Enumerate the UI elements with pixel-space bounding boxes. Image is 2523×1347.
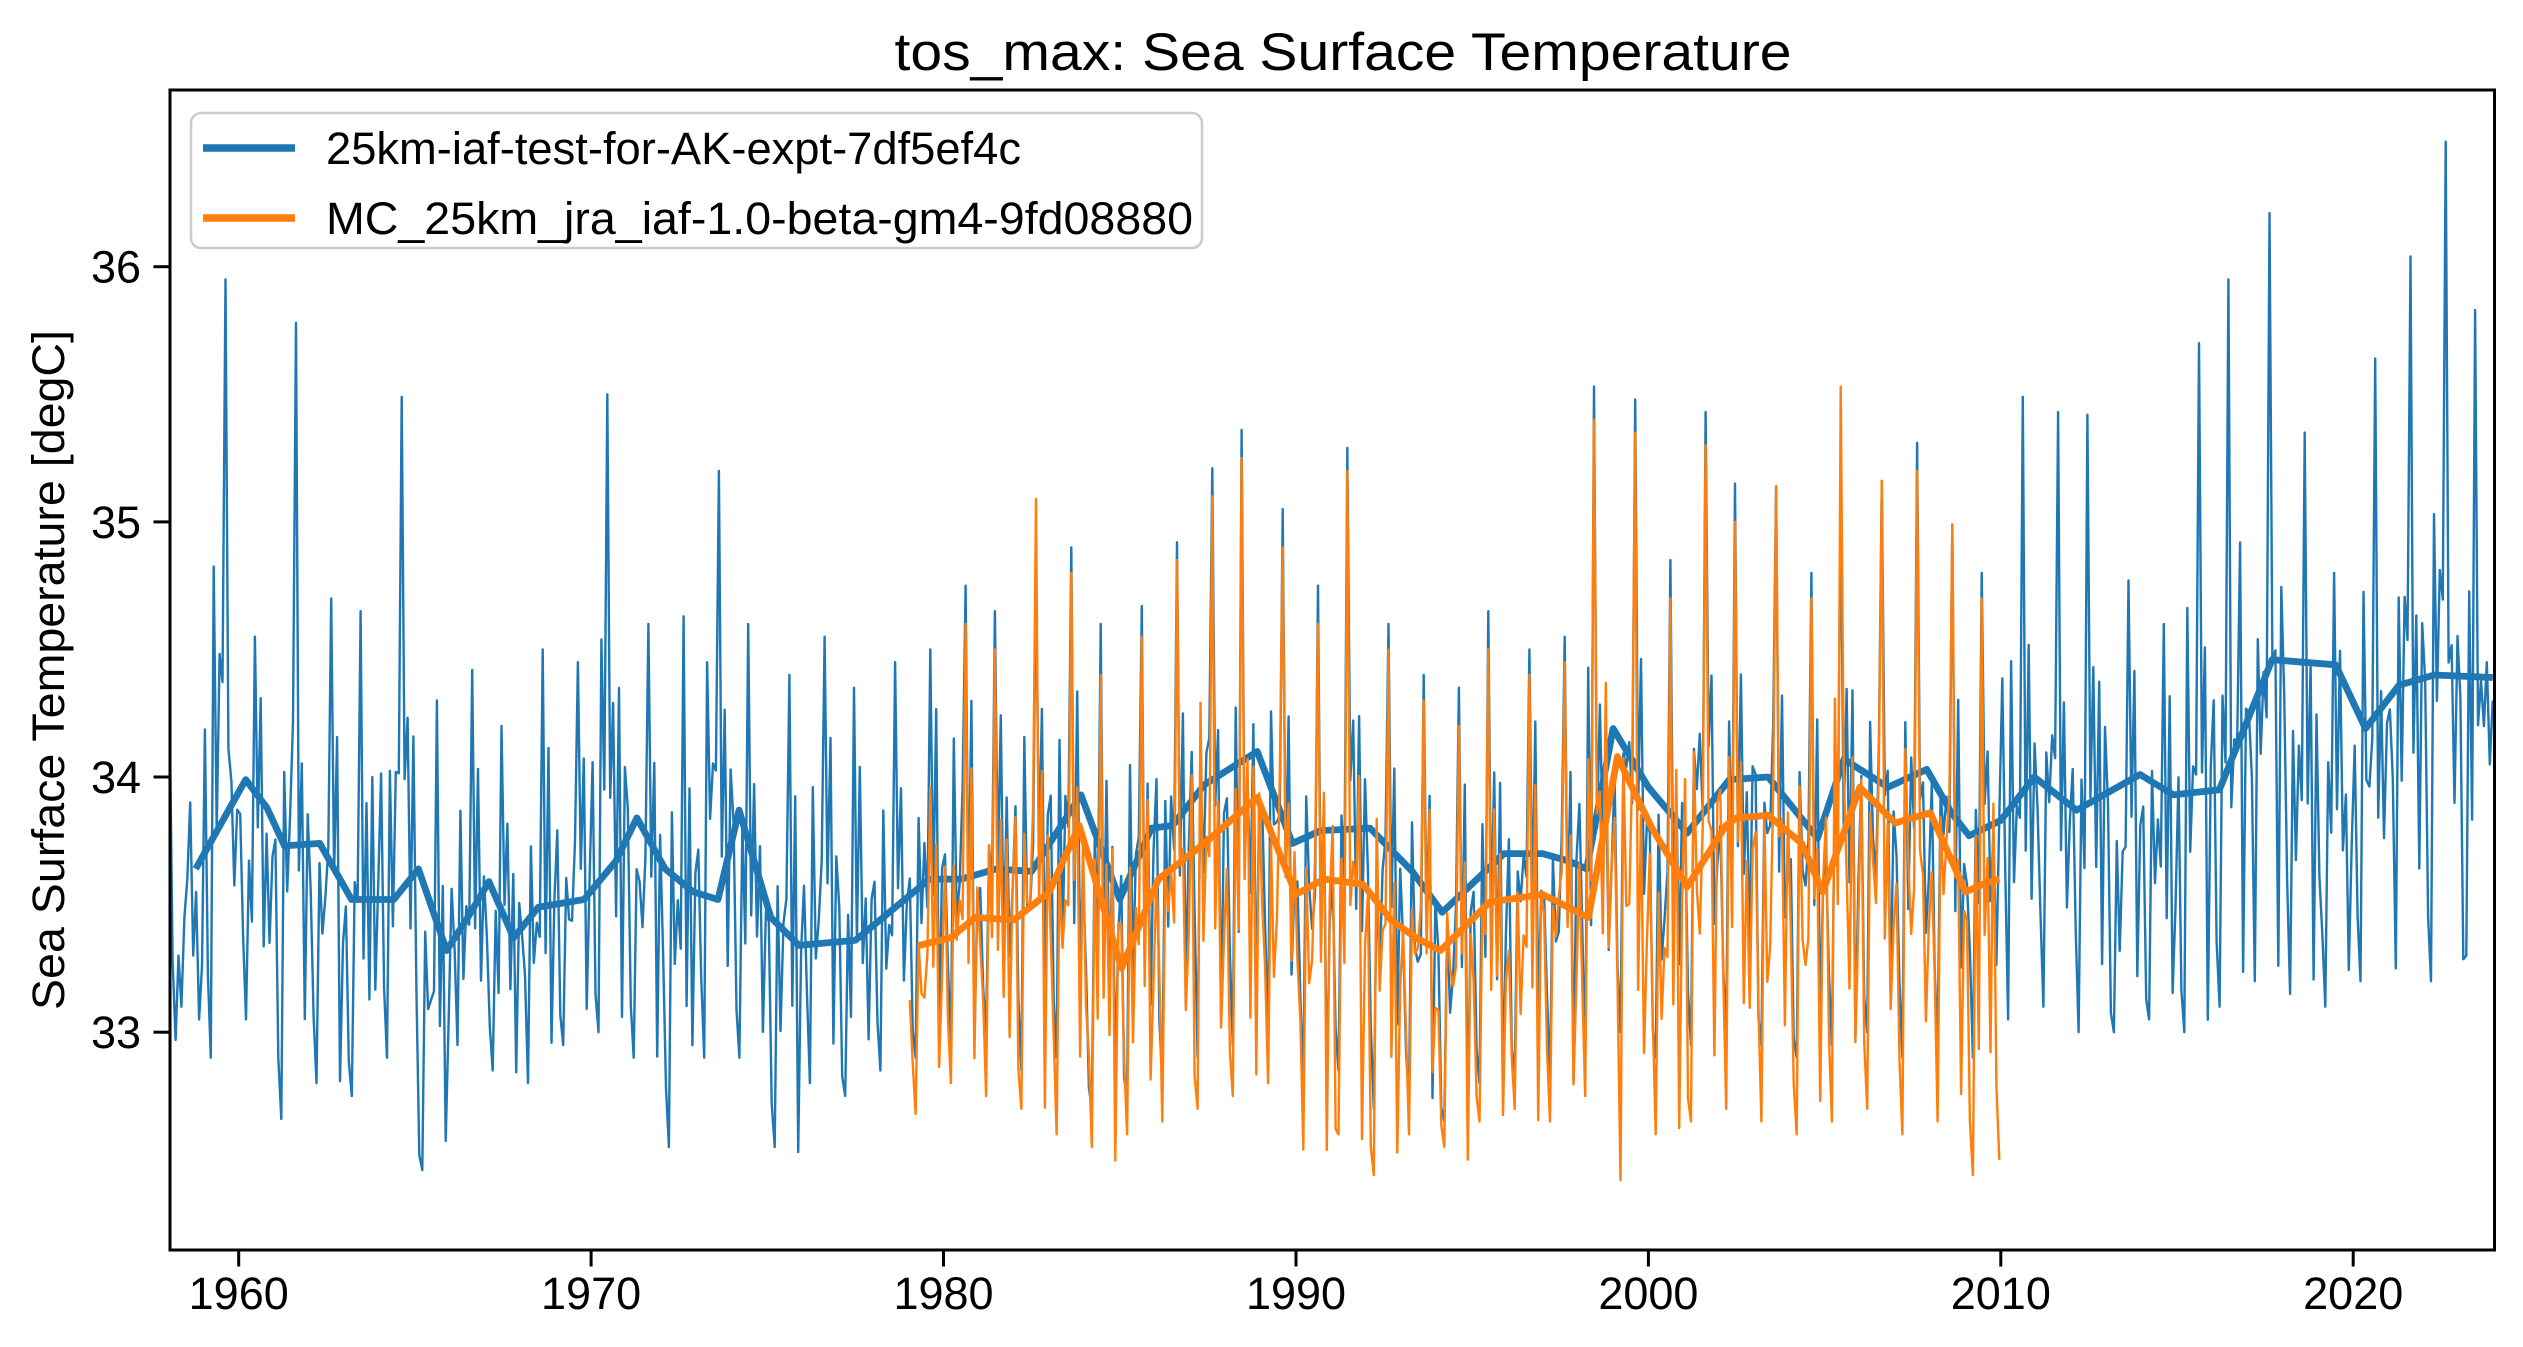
svg-text:1990: 1990 [1246,1268,1346,1319]
svg-text:1970: 1970 [541,1268,641,1319]
svg-text:34: 34 [91,752,141,803]
svg-text:1960: 1960 [189,1268,289,1319]
svg-text:MC_25km_jra_iaf-1.0-beta-gm4-9: MC_25km_jra_iaf-1.0-beta-gm4-9fd08880 [326,193,1193,244]
svg-text:1980: 1980 [893,1268,993,1319]
svg-text:25km-iaf-test-for-AK-expt-7df5: 25km-iaf-test-for-AK-expt-7df5ef4c [326,123,1021,174]
svg-text:2010: 2010 [1951,1268,2051,1319]
svg-text:36: 36 [91,242,141,293]
svg-text:2000: 2000 [1598,1268,1698,1319]
svg-text:33: 33 [91,1007,141,1058]
svg-text:tos_max: Sea Surface Temperatu: tos_max: Sea Surface Temperature [895,23,1792,82]
svg-text:2020: 2020 [2303,1268,2403,1319]
svg-text:35: 35 [91,497,141,548]
svg-text:Sea Surface Temperature [degC]: Sea Surface Temperature [degC] [23,330,74,1010]
